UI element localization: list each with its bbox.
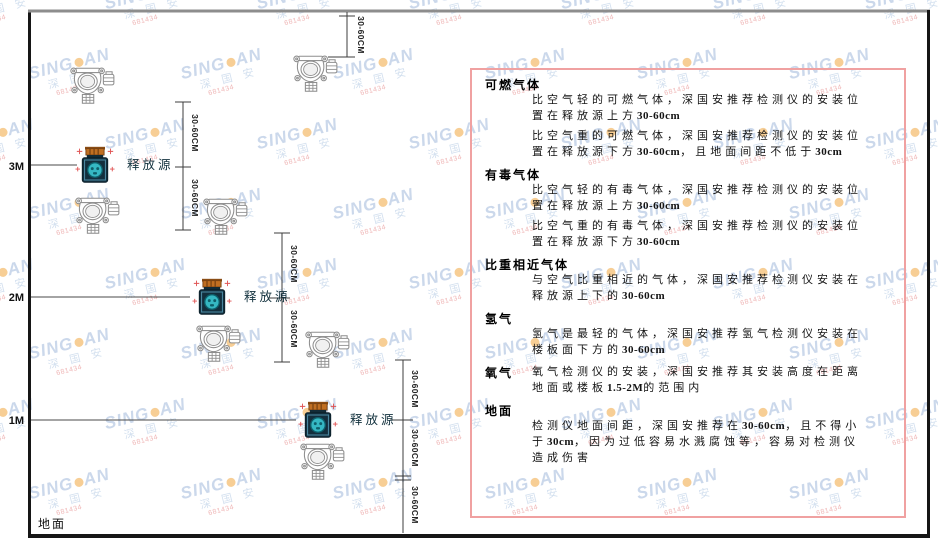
section-body: 氢气是最轻的气体，深国安推荐氢气检测仪安装在楼板面下方的30-60cm (532, 310, 864, 358)
section-heading: 地面 (485, 404, 514, 418)
section-body: 与空气比重相近的气体，深国安推荐检测仪安装在释放源上下的30-60cm (532, 256, 864, 304)
dimension-1m-group: 30-60CM 30-60CM 30-60CM (390, 359, 420, 533)
dim-label: 30-60CM (190, 179, 200, 217)
dim-label: 30-60CM (410, 370, 420, 408)
section-paragraph: 氢气是最轻的气体，深国安推荐氢气检测仪安装在楼板面下方的30-60cm (532, 328, 862, 356)
section-paragraph: 比空气重的可燃气体，深国安推荐检测仪的安装位置在释放源下方30-60cm，且地面… (532, 130, 862, 158)
gas-detector-icon (196, 325, 241, 362)
dimension-ceiling-group: 30-60CM (328, 12, 366, 58)
dim-label: 30-60CM (190, 114, 200, 152)
section-body: 比空气轻的可燃气体，深国安推荐检测仪的安装位置在释放源上方30-60cm 比空气重… (532, 76, 864, 160)
dimension-3m-group: 30-60CM 30-60CM (175, 101, 200, 231)
release-source-label: 释放源 (350, 412, 397, 427)
section-heading: 氧气 (485, 366, 514, 380)
section-paragraph: 比空气轻的可燃气体，深国安推荐检测仪的安装位置在释放源上方30-60cm (532, 94, 862, 122)
panel-section: 地面检测仪地面间距，深国安推荐在30-60cm，且不得小于30cm，因为过低容易… (485, 402, 896, 466)
gas-detector-icon (305, 331, 350, 368)
gas-detector-icon (70, 67, 115, 104)
section-body: 氧气检测仪的安装，深国安推荐其安装高度在距离地面或楼板1.5-2M的范围内 (532, 364, 864, 396)
panel-section: 可燃气体 比空气轻的可燃气体，深国安推荐检测仪的安装位置在释放源上方30-60cm… (485, 76, 896, 160)
dim-label: 30-60CM (289, 310, 299, 348)
height-label-2m: 2M (9, 292, 24, 304)
info-panel: 可燃气体 比空气轻的可燃气体，深国安推荐检测仪的安装位置在释放源上方30-60cm… (470, 68, 906, 518)
section-heading: 有毒气体 (485, 168, 542, 182)
gas-detector-icon (75, 197, 120, 234)
height-label-1m: 1M (9, 415, 24, 427)
ground-label: 地面 (38, 517, 66, 531)
release-source-icon (75, 146, 115, 183)
release-source-icon (298, 401, 338, 438)
panel-section: 氧气 氧气检测仪的安装，深国安推荐其安装高度在距离地面或楼板1.5-2M的范围内 (485, 364, 896, 396)
section-heading: 比重相近气体 (485, 258, 570, 272)
section-body: 检测仪地面间距，深国安推荐在30-60cm，且不得小于30cm，因为过低容易水溅… (532, 402, 864, 466)
section-body: 比空气轻的有毒气体，深国安推荐检测仪的安装位置在释放源上方30-60cm 比空气重… (532, 166, 864, 250)
panel-section: 氢气氢气是最轻的气体，深国安推荐氢气检测仪安装在楼板面下方的30-60cm (485, 310, 896, 358)
release-source-label: 释放源 (244, 289, 291, 304)
gas-detector-icon (293, 55, 338, 92)
section-paragraph: 比空气重的有毒气体，深国安推荐检测仪的安装位置在释放源下方30-60cm (532, 220, 862, 248)
dim-label: 30-60CM (356, 16, 366, 54)
section-paragraph: 氧气检测仪的安装，深国安推荐其安装高度在距离地面或楼板1.5-2M的范围内 (532, 366, 862, 394)
release-source-icon (192, 278, 232, 315)
section-paragraph: 与空气比重相近的气体，深国安推荐检测仪安装在释放源上下的30-60cm (532, 274, 862, 302)
height-label-3m: 3M (9, 161, 24, 173)
release-source-label: 释放源 (127, 157, 174, 172)
panel-section: 比重相近气体与空气比重相近的气体，深国安推荐检测仪安装在释放源上下的30-60c… (485, 256, 896, 304)
section-heading: 氢气 (485, 312, 514, 326)
gas-detector-icon (300, 443, 345, 480)
gas-detector-icon (203, 198, 248, 235)
panel-section: 有毒气体 比空气轻的有毒气体，深国安推荐检测仪的安装位置在释放源上方30-60cm… (485, 166, 896, 250)
dim-label: 30-60CM (410, 429, 420, 467)
section-paragraph: 比空气轻的有毒气体，深国安推荐检测仪的安装位置在释放源上方30-60cm (532, 184, 862, 212)
dim-label: 30-60CM (289, 245, 299, 283)
section-heading: 可燃气体 (485, 78, 542, 92)
dimension-2m-group: 30-60CM 30-60CM (268, 232, 299, 363)
dim-label: 30-60CM (410, 486, 420, 524)
section-paragraph: 检测仪地面间距，深国安推荐在30-60cm，且不得小于30cm，因为过低容易水溅… (532, 420, 861, 464)
